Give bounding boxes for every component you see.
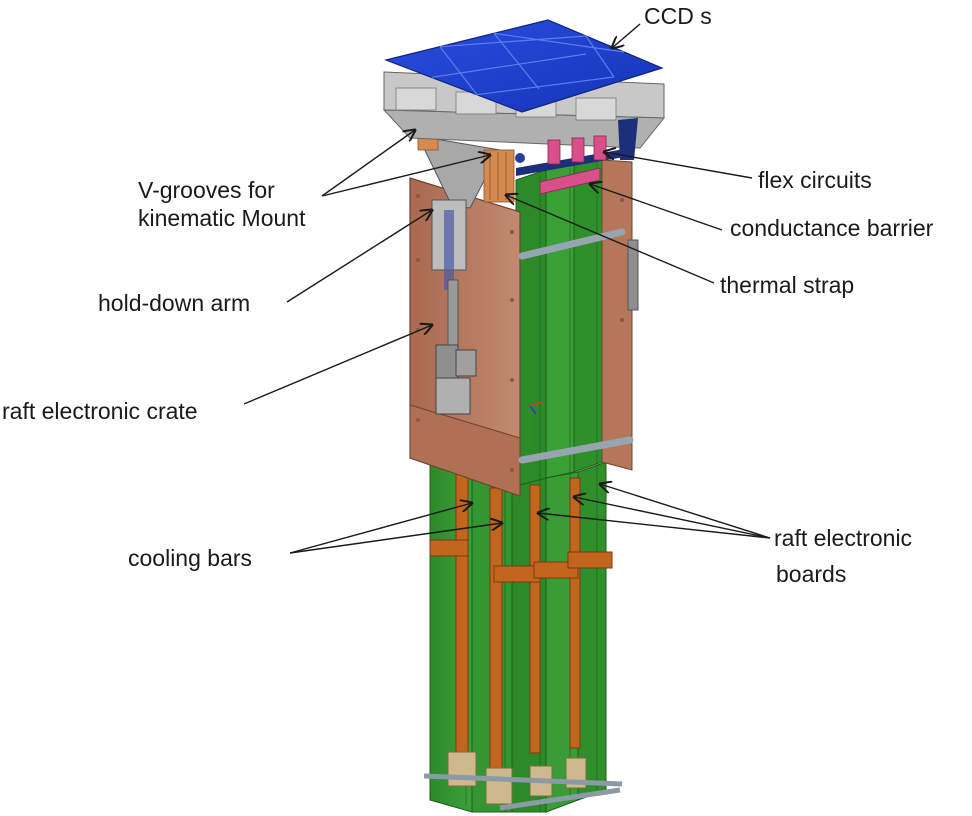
label-boards-line1: raft electronic: [774, 525, 912, 551]
axis-marker: [529, 401, 543, 448]
label-electronic-crate: raft electronic crate: [2, 398, 198, 424]
labels: CCD s V-grooves for kinematic Mount flex…: [2, 3, 934, 587]
label-flex-circuits: flex circuits: [758, 167, 872, 193]
crate-right-plate: [601, 159, 633, 471]
label-ccds: CCD s: [644, 3, 712, 29]
label-cooling-bars: cooling bars: [128, 545, 252, 571]
conductance-barrier: [539, 135, 607, 195]
label-hold-down-arm: hold-down arm: [98, 290, 250, 316]
label-vgrooves-line1: V-grooves for: [138, 177, 275, 203]
bottom-connectors: [423, 751, 623, 811]
crossbars: [518, 228, 634, 464]
label-boards-line2: boards: [776, 561, 846, 587]
label-vgrooves-line2: kinematic Mount: [138, 205, 306, 231]
leader-lines: [243, 23, 771, 554]
ccd-sensors: [383, 19, 664, 113]
label-thermal-strap: thermal strap: [720, 272, 854, 298]
label-conductance-barrier: conductance barrier: [730, 215, 934, 241]
